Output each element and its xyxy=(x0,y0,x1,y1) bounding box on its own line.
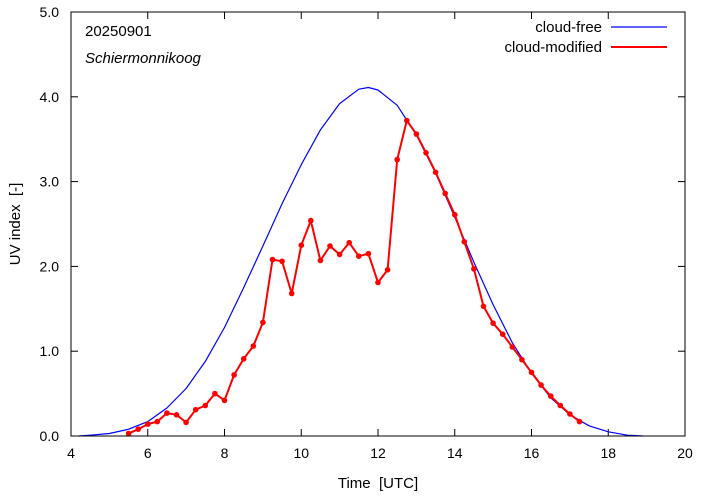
data-point-cloud-modified xyxy=(432,169,439,176)
data-point-cloud-modified xyxy=(567,411,573,417)
data-point-cloud-modified xyxy=(423,150,429,156)
data-point-cloud-modified xyxy=(547,393,554,399)
data-point-cloud-modified xyxy=(538,382,544,388)
y-tick-label: 5.0 xyxy=(40,4,60,20)
data-point-cloud-modified xyxy=(490,320,496,327)
data-point-cloud-modified xyxy=(509,344,516,350)
data-point-cloud-modified xyxy=(471,266,477,272)
data-point-cloud-modified xyxy=(145,421,151,427)
data-point-cloud-modified xyxy=(240,356,247,362)
data-point-cloud-modified xyxy=(384,267,391,273)
legend-label-cloud-modified: cloud-modified xyxy=(504,39,602,56)
data-point-cloud-modified xyxy=(557,402,564,409)
data-point-cloud-modified xyxy=(519,356,525,363)
x-tick-label: 10 xyxy=(293,445,309,461)
data-point-cloud-modified xyxy=(327,243,333,249)
site-annotation: Schiermonnikoog xyxy=(85,50,202,67)
x-tick-label: 14 xyxy=(447,445,463,461)
data-point-cloud-modified xyxy=(413,131,420,137)
data-point-cloud-modified xyxy=(269,256,276,263)
y-tick-label: 2.0 xyxy=(40,258,60,274)
data-point-cloud-modified xyxy=(250,343,257,349)
data-point-cloud-modified xyxy=(221,397,228,404)
y-tick-label: 0.0 xyxy=(40,428,60,444)
data-point-cloud-modified xyxy=(298,242,305,248)
y-tick-label: 4.0 xyxy=(40,89,60,105)
data-point-cloud-modified xyxy=(164,410,170,416)
legend-label-cloud-free: cloud-free xyxy=(535,19,602,36)
data-point-cloud-modified xyxy=(154,418,161,425)
data-point-cloud-modified xyxy=(442,190,449,197)
x-tick-label: 6 xyxy=(144,445,152,461)
data-point-cloud-modified xyxy=(317,257,324,264)
data-point-cloud-modified xyxy=(231,372,237,378)
data-point-cloud-modified xyxy=(356,253,362,259)
y-tick-label: 1.0 xyxy=(40,343,60,359)
data-point-cloud-modified xyxy=(135,426,141,433)
x-axis-label: Time [UTC] xyxy=(338,475,418,492)
data-point-cloud-modified xyxy=(183,419,189,426)
data-point-cloud-modified xyxy=(394,156,401,163)
data-point-cloud-modified xyxy=(461,239,468,245)
date-annotation: 20250901 xyxy=(85,23,152,40)
data-point-cloud-modified xyxy=(288,290,295,297)
legend: cloud-free cloud-modified xyxy=(504,19,667,56)
data-point-cloud-modified xyxy=(125,430,132,437)
data-point-cloud-modified xyxy=(576,418,583,425)
data-point-cloud-modified xyxy=(279,258,285,265)
data-point-cloud-modified xyxy=(375,279,381,286)
data-point-cloud-modified xyxy=(404,117,410,124)
data-point-cloud-modified xyxy=(528,369,535,376)
x-tick-label: 20 xyxy=(677,445,693,461)
data-point-cloud-modified xyxy=(346,239,353,246)
data-point-cloud-modified xyxy=(260,319,266,326)
x-tick-label: 16 xyxy=(524,445,540,461)
y-axis-label: UV index [-] xyxy=(7,183,24,266)
data-point-cloud-modified xyxy=(308,217,314,224)
data-point-cloud-modified xyxy=(336,251,343,258)
data-point-cloud-modified xyxy=(173,412,180,418)
x-tick-label: 18 xyxy=(600,445,616,461)
x-tick-label: 8 xyxy=(221,445,229,461)
data-point-cloud-modified xyxy=(452,211,458,218)
data-point-cloud-modified xyxy=(192,406,199,413)
plot-frame xyxy=(70,11,686,437)
x-tick-label: 12 xyxy=(370,445,386,461)
data-point-cloud-modified xyxy=(499,331,506,338)
tick-labels: 4 6 8 10 12 14 16 18 20 0.0 1.0 2.0 3.0 4.0 5.0 xyxy=(40,4,693,461)
data-point-cloud-modified xyxy=(202,402,209,409)
data-point-cloud-modified xyxy=(365,250,372,257)
x-tick-label: 4 xyxy=(67,445,75,461)
y-tick-label: 3.0 xyxy=(40,174,60,190)
series-layer xyxy=(78,86,643,437)
data-point-cloud-modified xyxy=(212,390,218,397)
data-point-cloud-modified xyxy=(480,303,487,310)
